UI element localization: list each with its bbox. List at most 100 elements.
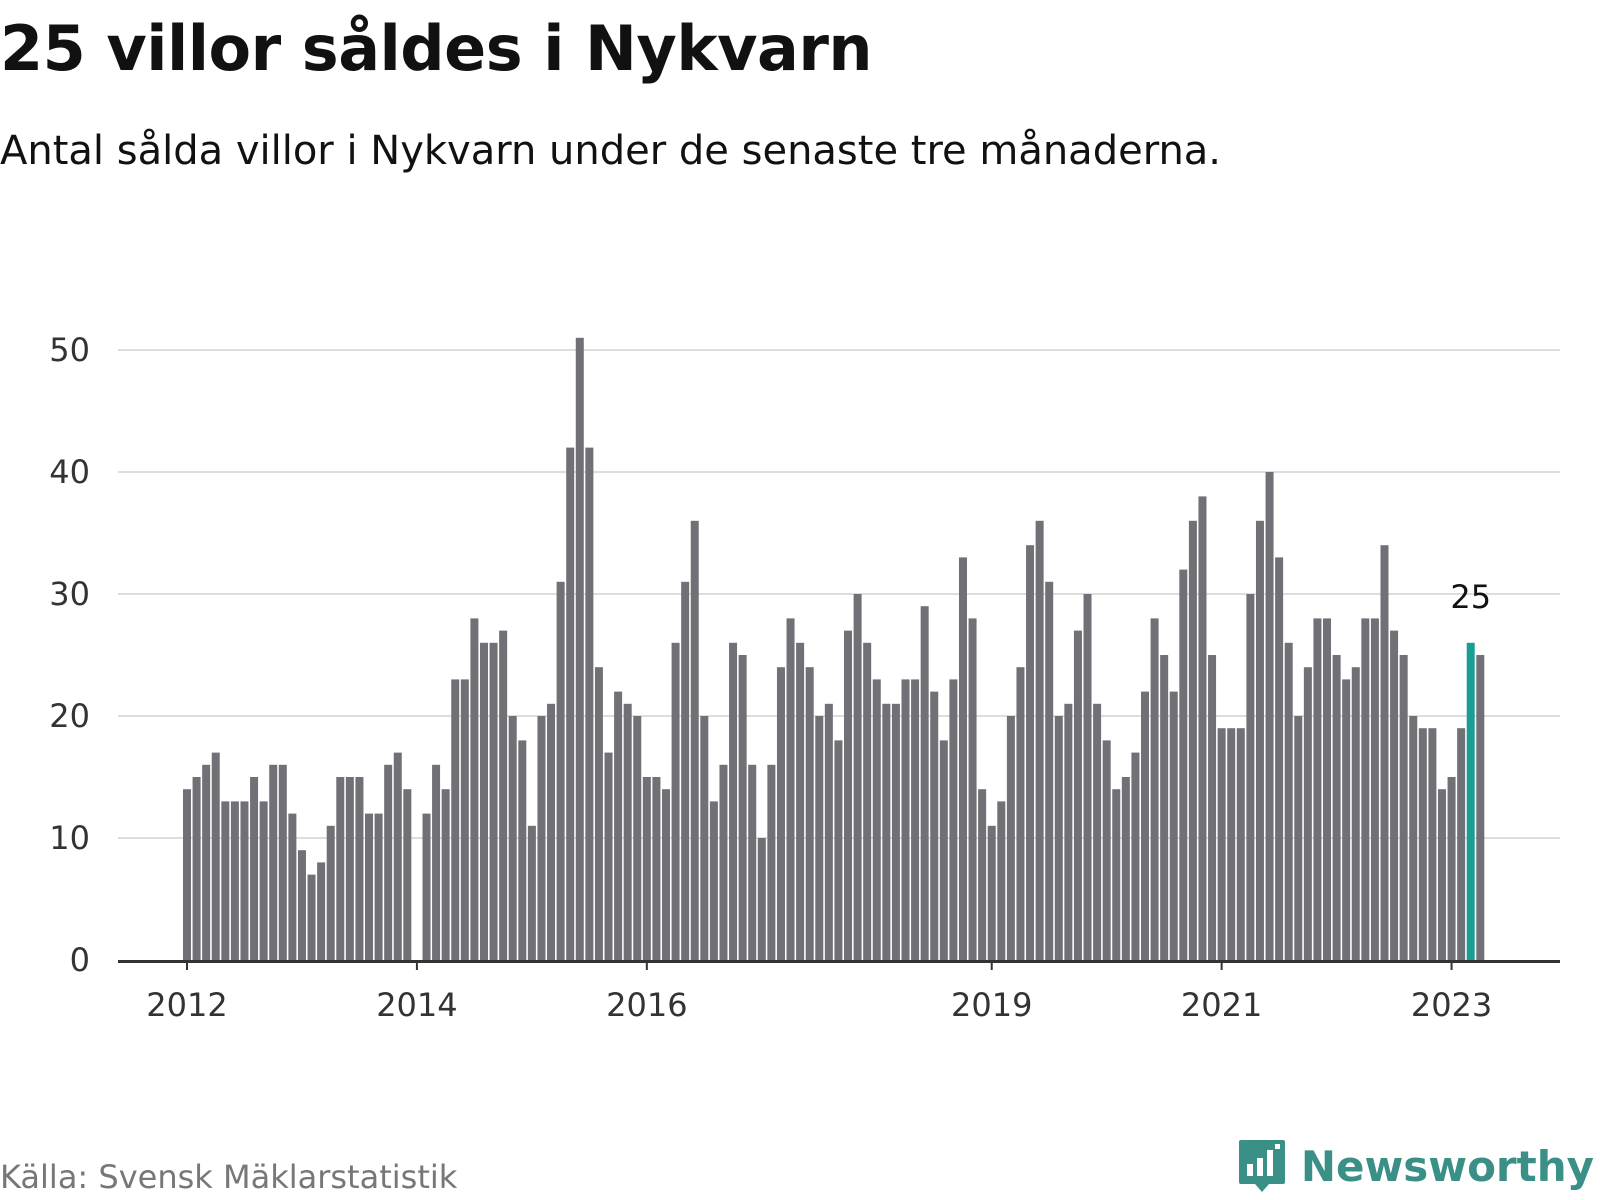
bar bbox=[1026, 545, 1035, 960]
bar bbox=[1083, 594, 1092, 960]
bar bbox=[1323, 618, 1332, 960]
bar bbox=[757, 838, 766, 960]
bar bbox=[575, 337, 584, 960]
bar bbox=[527, 825, 536, 960]
bar bbox=[211, 752, 220, 960]
x-tick-label: 2019 bbox=[951, 986, 1032, 1020]
y-tick-label: 10 bbox=[49, 819, 90, 857]
newsworthy-logo-icon bbox=[1238, 1140, 1285, 1192]
bar bbox=[307, 874, 316, 960]
bar bbox=[662, 789, 670, 960]
bar bbox=[652, 777, 661, 960]
bar bbox=[911, 679, 920, 960]
bar bbox=[786, 618, 795, 960]
bar bbox=[1390, 630, 1399, 960]
bar bbox=[776, 667, 785, 960]
x-tick-label: 2021 bbox=[1181, 986, 1262, 1020]
source-note: Källa: Svensk Mäklarstatistik bbox=[0, 1158, 458, 1196]
bar bbox=[422, 813, 431, 960]
bar bbox=[1112, 789, 1121, 960]
x-tick-label: 2012 bbox=[146, 986, 227, 1020]
bar bbox=[805, 667, 814, 960]
bar bbox=[1457, 728, 1466, 960]
bar bbox=[1476, 655, 1485, 960]
bar bbox=[1447, 777, 1456, 960]
bar bbox=[1227, 728, 1236, 960]
bar bbox=[1380, 545, 1389, 960]
bar bbox=[1150, 618, 1159, 960]
bar bbox=[1342, 679, 1351, 960]
bar bbox=[479, 642, 488, 960]
bar bbox=[1006, 716, 1015, 960]
bar bbox=[767, 764, 776, 960]
bar bbox=[1332, 655, 1341, 960]
bar bbox=[278, 764, 287, 960]
bar bbox=[432, 764, 441, 960]
bar bbox=[1217, 728, 1226, 960]
bar bbox=[451, 679, 460, 960]
y-tick-label: 20 bbox=[49, 697, 90, 735]
bar bbox=[202, 764, 211, 960]
bar bbox=[384, 764, 393, 960]
bar bbox=[441, 789, 450, 960]
bar bbox=[269, 764, 278, 960]
bar bbox=[920, 606, 929, 960]
bar bbox=[240, 801, 249, 960]
brand-logo: Newsworthy bbox=[1237, 1138, 1594, 1194]
bar bbox=[374, 813, 383, 960]
bar bbox=[297, 850, 306, 960]
bar bbox=[566, 447, 575, 961]
bar bbox=[1208, 655, 1217, 960]
bar bbox=[1121, 777, 1130, 960]
bar bbox=[230, 801, 239, 960]
bar bbox=[633, 716, 642, 960]
bar bbox=[1169, 691, 1178, 960]
bar bbox=[930, 691, 939, 960]
bar bbox=[1045, 581, 1054, 960]
bar bbox=[690, 520, 699, 960]
bar bbox=[460, 679, 469, 960]
bar bbox=[1179, 569, 1188, 960]
bar bbox=[508, 716, 517, 960]
bar bbox=[958, 557, 967, 960]
y-tick-label: 30 bbox=[49, 575, 90, 613]
bar bbox=[1361, 618, 1370, 960]
bar bbox=[518, 740, 527, 960]
bar bbox=[642, 777, 651, 960]
bar bbox=[470, 618, 479, 960]
bar bbox=[317, 862, 326, 960]
bar bbox=[1255, 520, 1264, 960]
bar bbox=[1093, 703, 1102, 960]
bar bbox=[623, 703, 632, 960]
chart-subtitle: Antal sålda villor i Nykvarn under de se… bbox=[0, 128, 1222, 174]
bar bbox=[1102, 740, 1111, 960]
bar bbox=[547, 703, 556, 960]
bar bbox=[729, 642, 738, 960]
bar bbox=[1131, 752, 1140, 960]
bar bbox=[1160, 655, 1169, 960]
bar bbox=[1409, 716, 1418, 960]
bar bbox=[614, 691, 623, 960]
bar bbox=[891, 703, 900, 960]
bar bbox=[968, 618, 977, 960]
y-tick-label: 0 bbox=[70, 941, 90, 979]
bar bbox=[1428, 728, 1437, 960]
bar bbox=[681, 581, 690, 960]
chart-title: 25 villor såldes i Nykvarn bbox=[0, 12, 873, 85]
bar-highlight bbox=[1466, 642, 1475, 960]
bar bbox=[1073, 630, 1082, 960]
bar bbox=[336, 777, 345, 960]
bar bbox=[537, 716, 546, 960]
bar bbox=[844, 630, 853, 960]
bar bbox=[872, 679, 881, 960]
bar bbox=[192, 777, 201, 960]
bar bbox=[671, 642, 680, 960]
highlight-value-label: 25 bbox=[1450, 578, 1491, 616]
bar bbox=[1303, 667, 1312, 960]
bar bbox=[987, 825, 996, 960]
y-tick-label: 40 bbox=[49, 453, 90, 491]
bar bbox=[1236, 728, 1245, 960]
bar bbox=[1284, 642, 1293, 960]
bar bbox=[1437, 789, 1446, 960]
bar bbox=[796, 642, 805, 960]
